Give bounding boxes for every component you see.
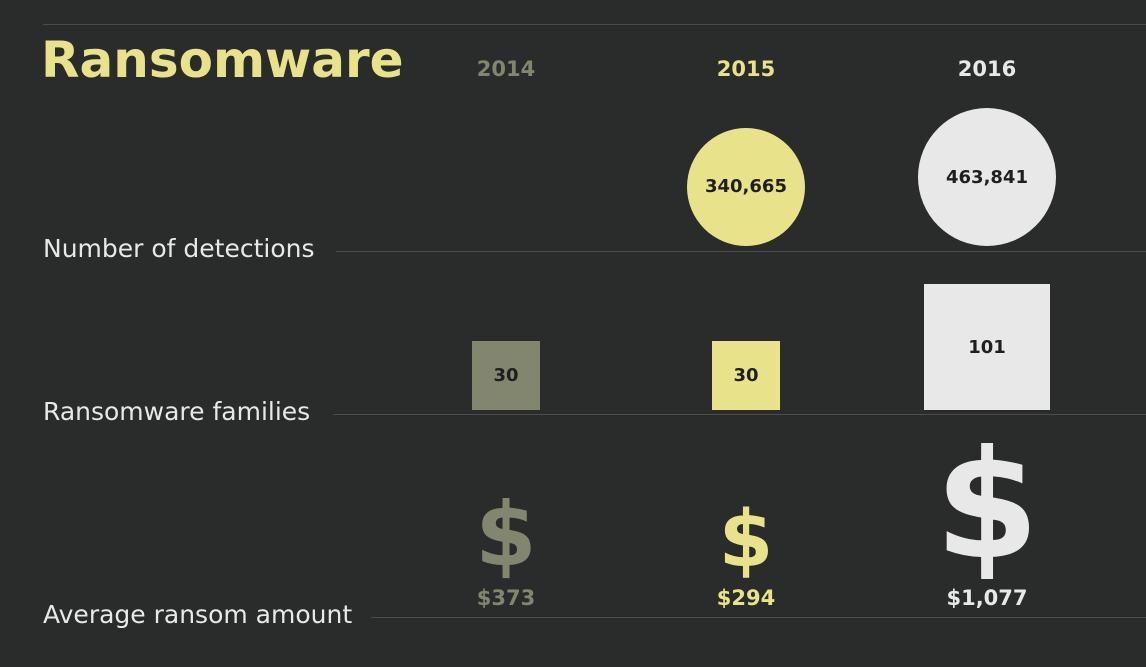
families-value-2014: 30 (493, 365, 519, 387)
divider-top (43, 24, 1146, 25)
row-label-detections: Number of detections (43, 234, 315, 263)
families-value-2015: 30 (733, 365, 759, 387)
ransom-amount-2016: $1,077 (946, 586, 1028, 610)
detections-circle-2015: 340,665 (686, 127, 806, 246)
detections-circle-2016: 463,841 (918, 108, 1056, 246)
families-square-2016: 101 (924, 284, 1050, 410)
chart-title: Ransomware (41, 31, 404, 89)
detections-value-2016: 463,841 (946, 166, 1028, 188)
year-label-2016: 2016 (957, 57, 1017, 81)
families-value-2016: 101 (968, 336, 1006, 358)
row-label-ransom: Average ransom amount (43, 600, 353, 629)
ransom-amount-2014: $373 (476, 586, 536, 610)
divider-detections (336, 251, 1146, 252)
year-label-2015: 2015 (716, 57, 776, 81)
divider-families (333, 414, 1146, 415)
ransom-amount-2015: $294 (716, 586, 776, 610)
dollar-icon: $ (718, 494, 774, 586)
dollar-icon: $ (475, 483, 537, 587)
families-square-2014: 30 (471, 341, 541, 410)
year-label-2014: 2014 (476, 57, 536, 81)
dollar-icon: $ (934, 419, 1040, 593)
row-label-families: Ransomware families (43, 397, 311, 426)
detections-value-2015: 340,665 (704, 176, 787, 198)
divider-ransom (371, 617, 1146, 618)
families-square-2015: 30 (711, 341, 781, 410)
